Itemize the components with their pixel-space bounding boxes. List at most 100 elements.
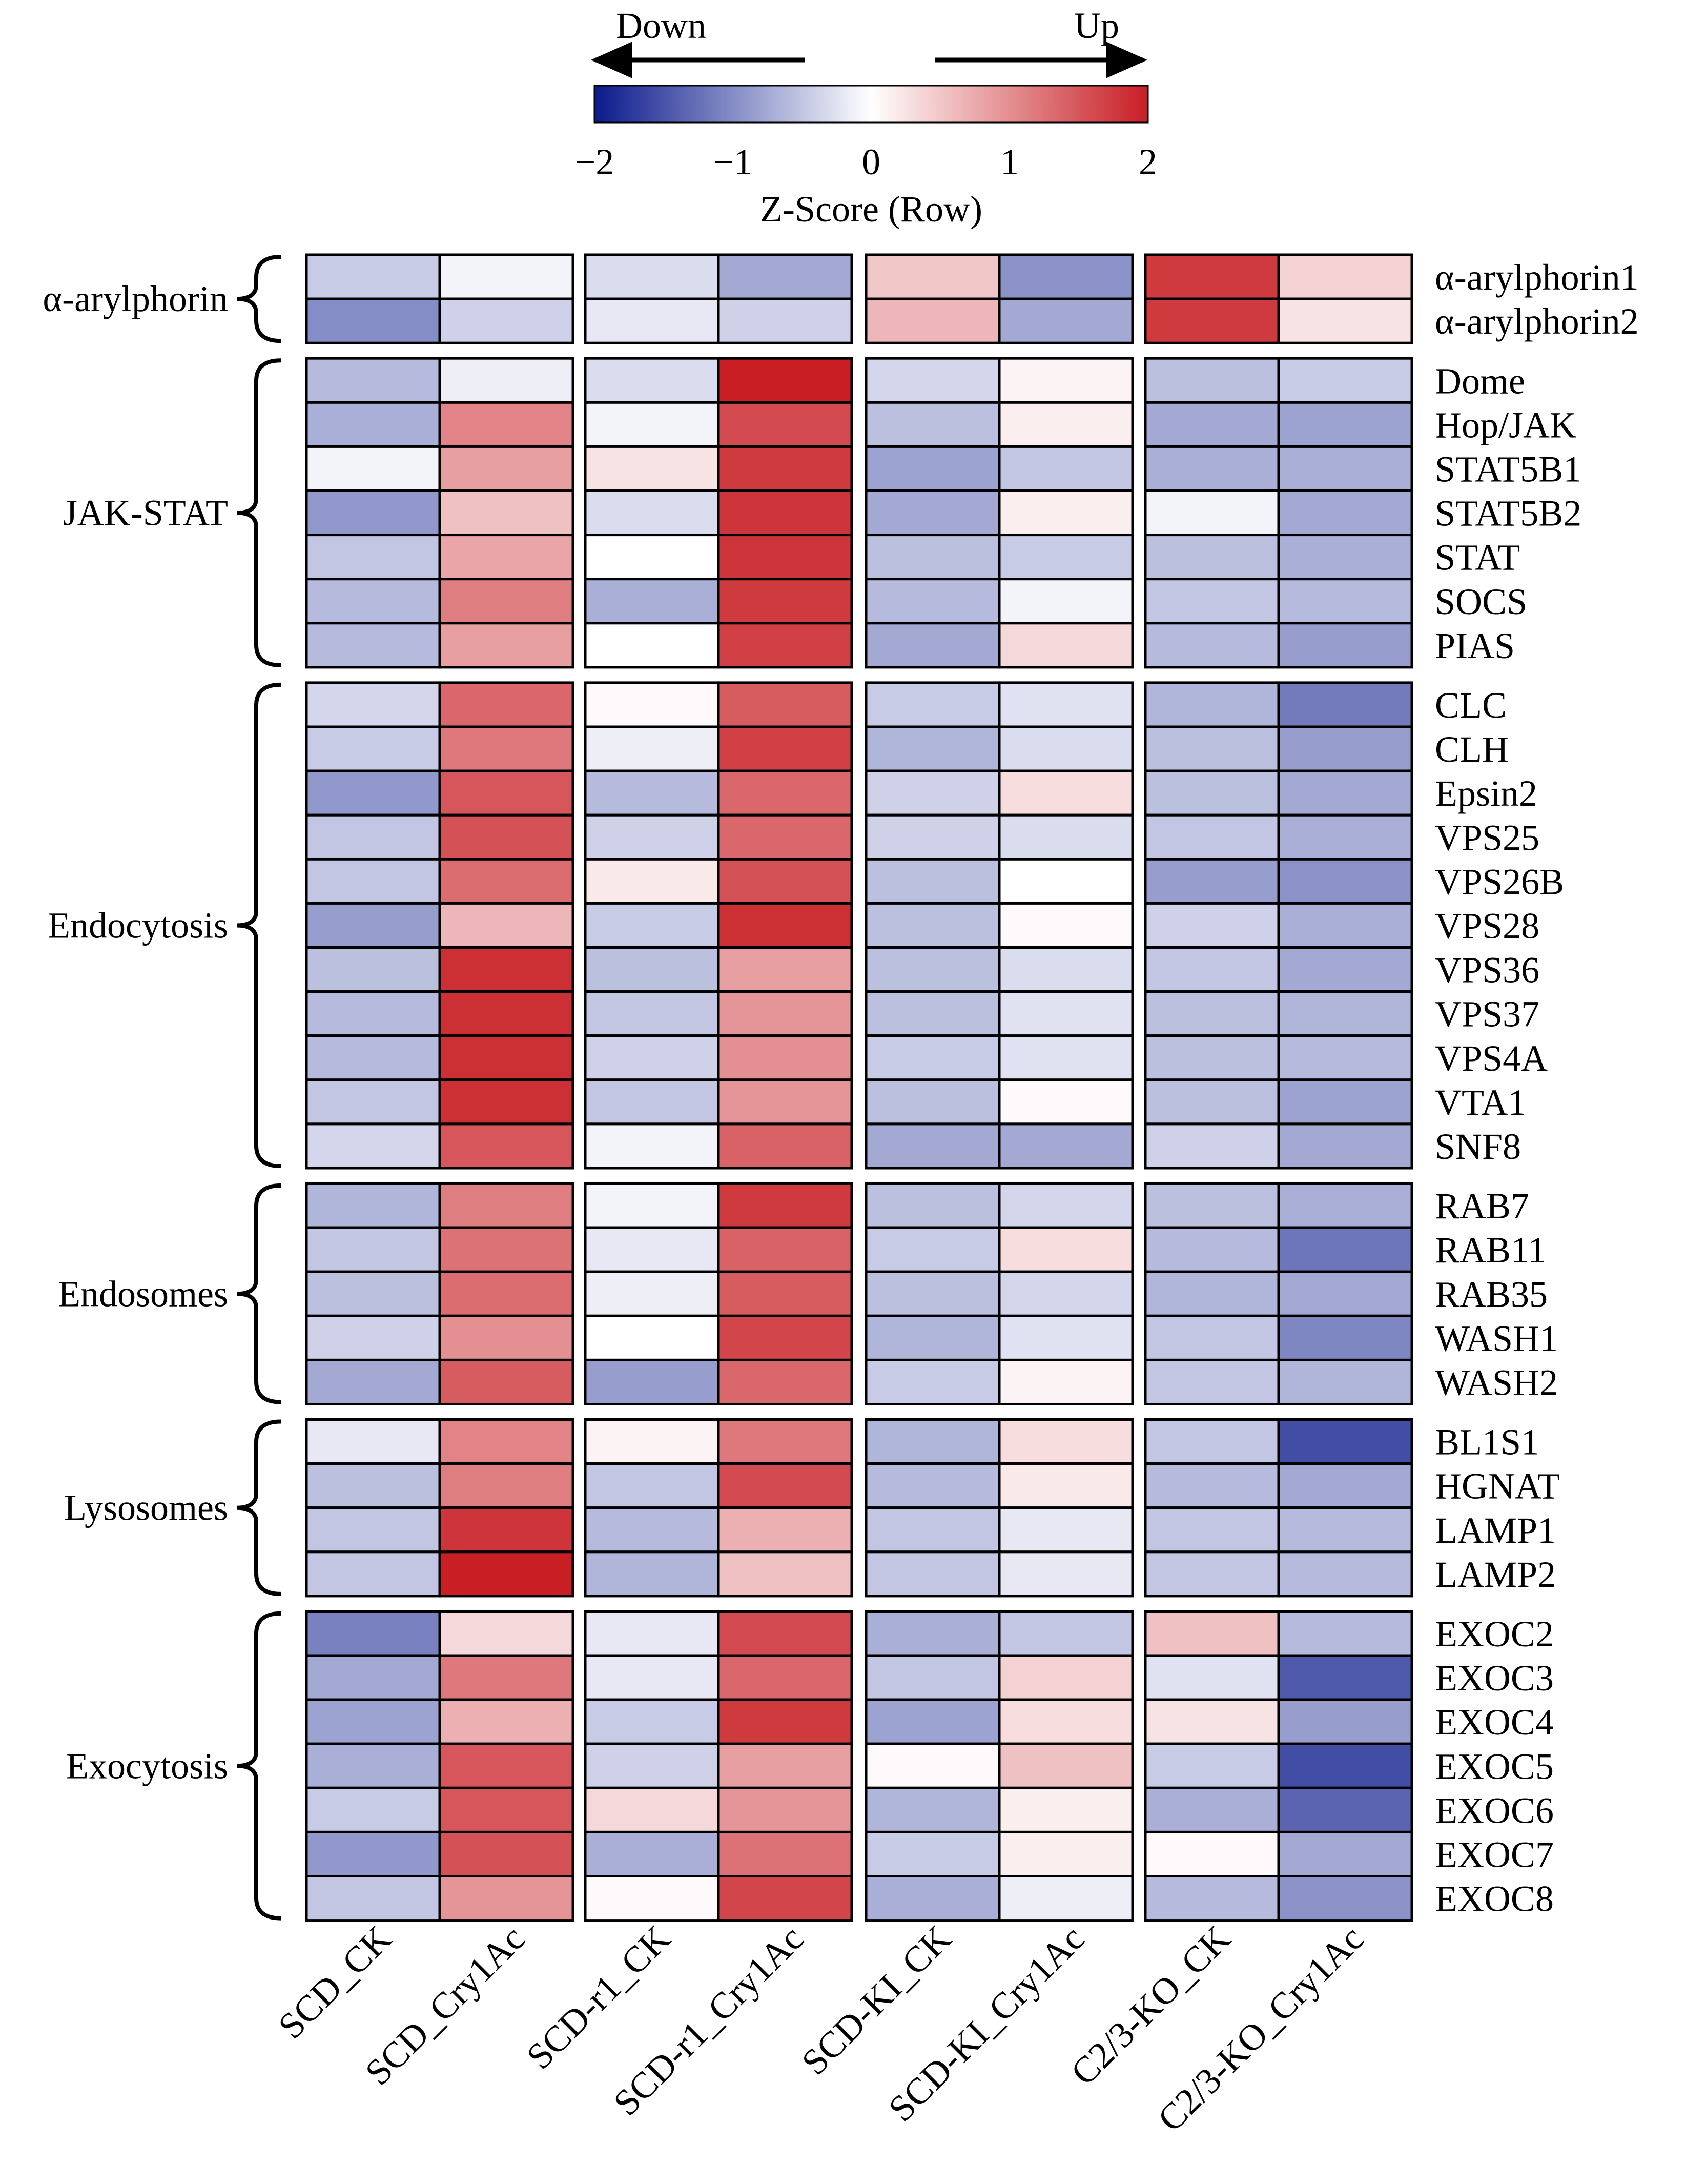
- heatmap-cell: [717, 1610, 853, 1657]
- heatmap-cell: [1144, 813, 1280, 861]
- heatmap-cell: [305, 725, 441, 772]
- heatmap-cell: [717, 445, 853, 493]
- heatmap-cell: [1144, 1654, 1280, 1701]
- heatmap-cell: [584, 1078, 720, 1126]
- heatmap-cell: [1277, 534, 1413, 581]
- heatmap-cell: [305, 681, 441, 728]
- heatmap-cell: [717, 902, 853, 949]
- heatmap-cell: [865, 253, 1001, 300]
- heatmap-cell: [584, 813, 720, 861]
- heatmap-cell: [998, 1078, 1134, 1126]
- heatmap-cell: [998, 1830, 1134, 1877]
- gene-label: LAMP1: [1435, 1510, 1556, 1551]
- heatmap-cell: [717, 725, 853, 772]
- gene-labels: α-arylphorin1α-arylphorin2DomeHop/JAKSTA…: [1435, 257, 1639, 1920]
- heatmap-cell: [584, 401, 720, 448]
- sample-labels: SCD_CKSCD_Cry1AcSCD-r1_CKSCD-r1_Cry1AcSC…: [271, 1917, 1372, 2139]
- heatmap-cell: [1144, 1786, 1280, 1833]
- heatmap-cell: [305, 1654, 441, 1701]
- gene-label: VTA1: [1435, 1082, 1526, 1123]
- heatmap-cell: [998, 578, 1134, 625]
- heatmap-cell: [438, 297, 574, 344]
- heatmap-cell: [1277, 1182, 1413, 1229]
- gene-label: Epsin2: [1435, 773, 1537, 814]
- heatmap-cell: [1144, 1358, 1280, 1405]
- heatmap-cell: [584, 445, 720, 493]
- heatmap-cell: [1144, 578, 1280, 625]
- heatmap-cell: [998, 769, 1134, 817]
- heatmap-cell: [865, 445, 1001, 493]
- heatmap-cell: [998, 1182, 1134, 1229]
- heatmap-cell: [1277, 1875, 1413, 1922]
- heatmap-cell: [1277, 1550, 1413, 1598]
- heatmap-cell: [998, 1654, 1134, 1701]
- heatmap-cell: [584, 1654, 720, 1701]
- heatmap-cell: [584, 681, 720, 728]
- heatmap-cell: [438, 813, 574, 861]
- heatmap-cell: [1277, 357, 1413, 404]
- heatmap-cell: [717, 1462, 853, 1509]
- heatmap-cell: [998, 813, 1134, 861]
- heatmap-cell: [305, 1358, 441, 1405]
- gene-label: SOCS: [1435, 581, 1527, 622]
- heatmap-cell: [998, 1875, 1134, 1922]
- heatmap-cell: [998, 1698, 1134, 1745]
- heatmap-cell: [438, 1122, 574, 1170]
- heatmap-cell: [1144, 858, 1280, 905]
- gene-label: VPS28: [1435, 905, 1539, 946]
- heatmap-cell: [438, 1875, 574, 1922]
- heatmap-cell: [865, 1314, 1001, 1361]
- heatmap-cell: [998, 489, 1134, 537]
- gene-label: VPS37: [1435, 994, 1539, 1035]
- heatmap-cell: [865, 946, 1001, 993]
- heatmap-cell: [865, 1270, 1001, 1317]
- heatmap-cell: [305, 1830, 441, 1877]
- heatmap-cell: [305, 1786, 441, 1833]
- heatmap-cell: [1277, 1742, 1413, 1789]
- group-brackets: α-arylphorin JAK-STAT Endocytosis Endosomes…: [43, 255, 281, 1921]
- heatmap-cell: [865, 1698, 1001, 1745]
- heatmap-cell: [1144, 1506, 1280, 1554]
- heatmap-cell: [998, 1226, 1134, 1273]
- heatmap-cell: [717, 1182, 853, 1229]
- heatmap-cell: [998, 1122, 1134, 1170]
- color-scale-title: Z-Score (Row): [760, 189, 982, 230]
- heatmap-cell: [584, 1462, 720, 1509]
- heatmap-cell: [584, 622, 720, 669]
- heatmap-cell: [305, 1122, 441, 1170]
- heatmap-cell: [584, 725, 720, 772]
- heatmap-cell: [865, 1462, 1001, 1509]
- heatmap-cell: [998, 1610, 1134, 1657]
- heatmap-cell: [305, 622, 441, 669]
- heatmap-cell: [1144, 946, 1280, 993]
- gene-label: VPS26B: [1435, 861, 1564, 902]
- gene-label: EXOC6: [1435, 1790, 1554, 1831]
- heatmap-cell: [584, 297, 720, 344]
- heatmap-cell: [717, 1226, 853, 1273]
- group-label: Lysosomes: [64, 1487, 228, 1528]
- heatmap-cell: [717, 401, 853, 448]
- heatmap-cell: [1144, 1078, 1280, 1126]
- heatmap-cell: [717, 534, 853, 581]
- heatmap-cell: [438, 681, 574, 728]
- heatmap-cell: [717, 946, 853, 993]
- group-bracket: [236, 1419, 281, 1596]
- heatmap-cell: [1144, 1742, 1280, 1789]
- color-scale-tick-label: 1: [1000, 141, 1019, 182]
- heatmap-cell: [865, 1610, 1001, 1657]
- heatmap-cell: [865, 297, 1001, 344]
- heatmap-cell: [998, 902, 1134, 949]
- heatmap-cell: [1144, 1182, 1280, 1229]
- heatmap-cell: [438, 1742, 574, 1789]
- gene-label: CLH: [1435, 729, 1509, 770]
- heatmap-cell: [1277, 1418, 1413, 1465]
- heatmap-cell: [305, 401, 441, 448]
- heatmap-cell: [717, 769, 853, 817]
- gene-label: CLC: [1435, 685, 1507, 726]
- group-label: Endocytosis: [48, 905, 228, 946]
- heatmap-cell: [717, 1506, 853, 1554]
- heatmap-cell: [998, 1418, 1134, 1465]
- heatmap-cell: [717, 1654, 853, 1701]
- heatmap-cell: [1144, 1122, 1280, 1170]
- heatmap-cell: [998, 1786, 1134, 1833]
